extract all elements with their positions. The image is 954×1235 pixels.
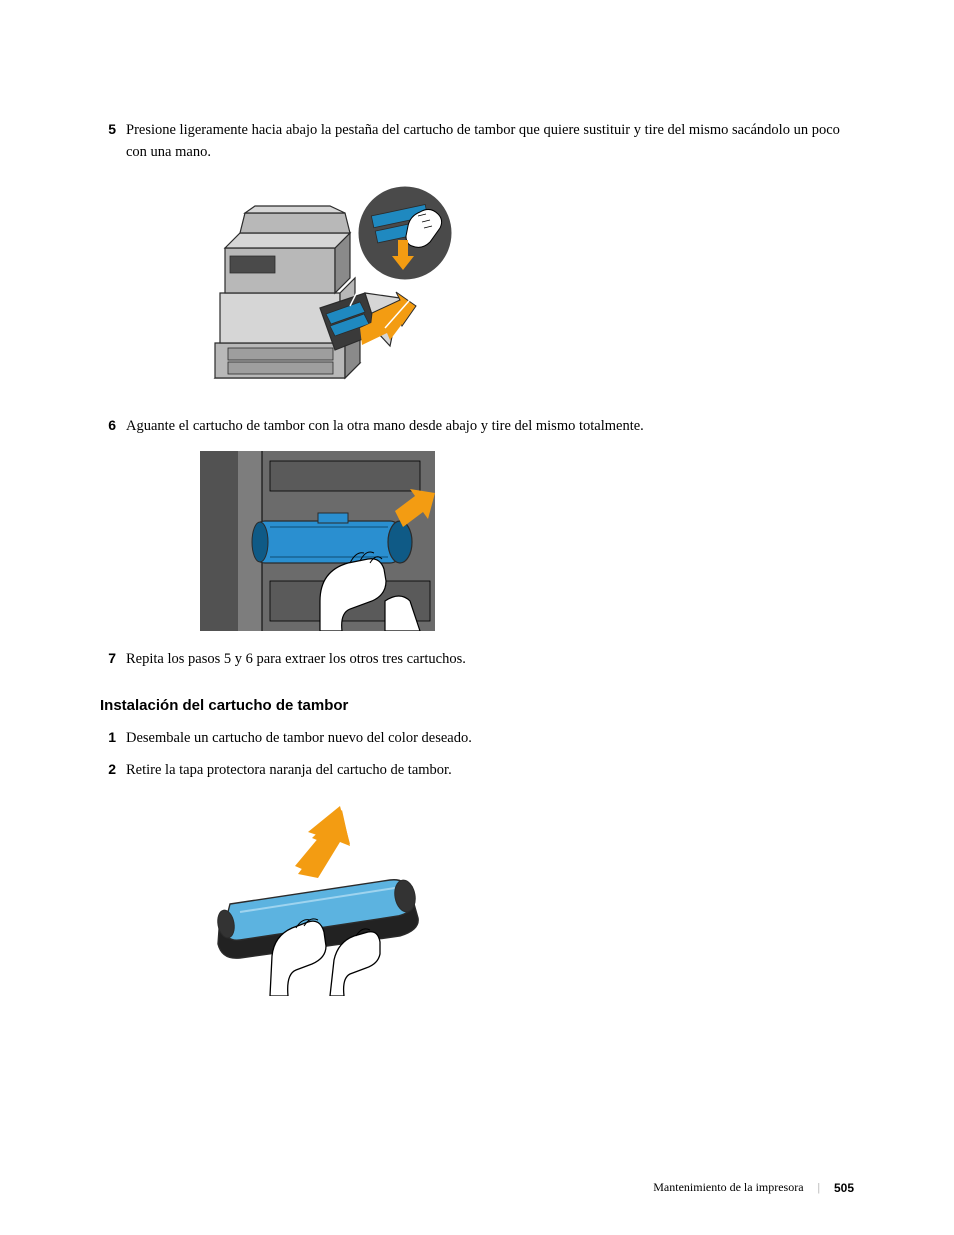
step-number: 5 [100,120,126,140]
footer-page-number: 505 [834,1181,854,1195]
step-number: 6 [100,416,126,436]
remove-cover-illustration [200,796,440,996]
step-text: Desembale un cartucho de tambor nuevo de… [126,728,854,750]
footer-separator: | [818,1180,820,1195]
figure-step6 [100,451,854,631]
step-b2: 2 Retire la tapa protectora naranja del … [100,760,854,782]
step-b1: 1 Desembale un cartucho de tambor nuevo … [100,728,854,750]
step-text: Retire la tapa protectora naranja del ca… [126,760,854,782]
printer-pull-tab-illustration [200,178,460,398]
step-5: 5 Presione ligeramente hacia abajo la pe… [100,120,854,164]
step-number: 1 [100,728,126,748]
step-text: Repita los pasos 5 y 6 para extraer los … [126,649,854,671]
page-footer: Mantenimiento de la impresora | 505 [653,1180,854,1195]
figure-stepb2 [100,796,854,996]
footer-section-title: Mantenimiento de la impresora [653,1180,803,1195]
step-text: Presione ligeramente hacia abajo la pest… [126,120,854,164]
pull-cartridge-illustration [200,451,435,631]
figure-step5 [100,178,854,398]
page-content: 5 Presione ligeramente hacia abajo la pe… [0,0,954,1235]
step-7: 7 Repita los pasos 5 y 6 para extraer lo… [100,649,854,671]
step-6: 6 Aguante el cartucho de tambor con la o… [100,416,854,438]
section-heading-install: Instalación del cartucho de tambor [100,697,854,714]
step-number: 2 [100,760,126,780]
step-text: Aguante el cartucho de tambor con la otr… [126,416,854,438]
step-number: 7 [100,649,126,669]
